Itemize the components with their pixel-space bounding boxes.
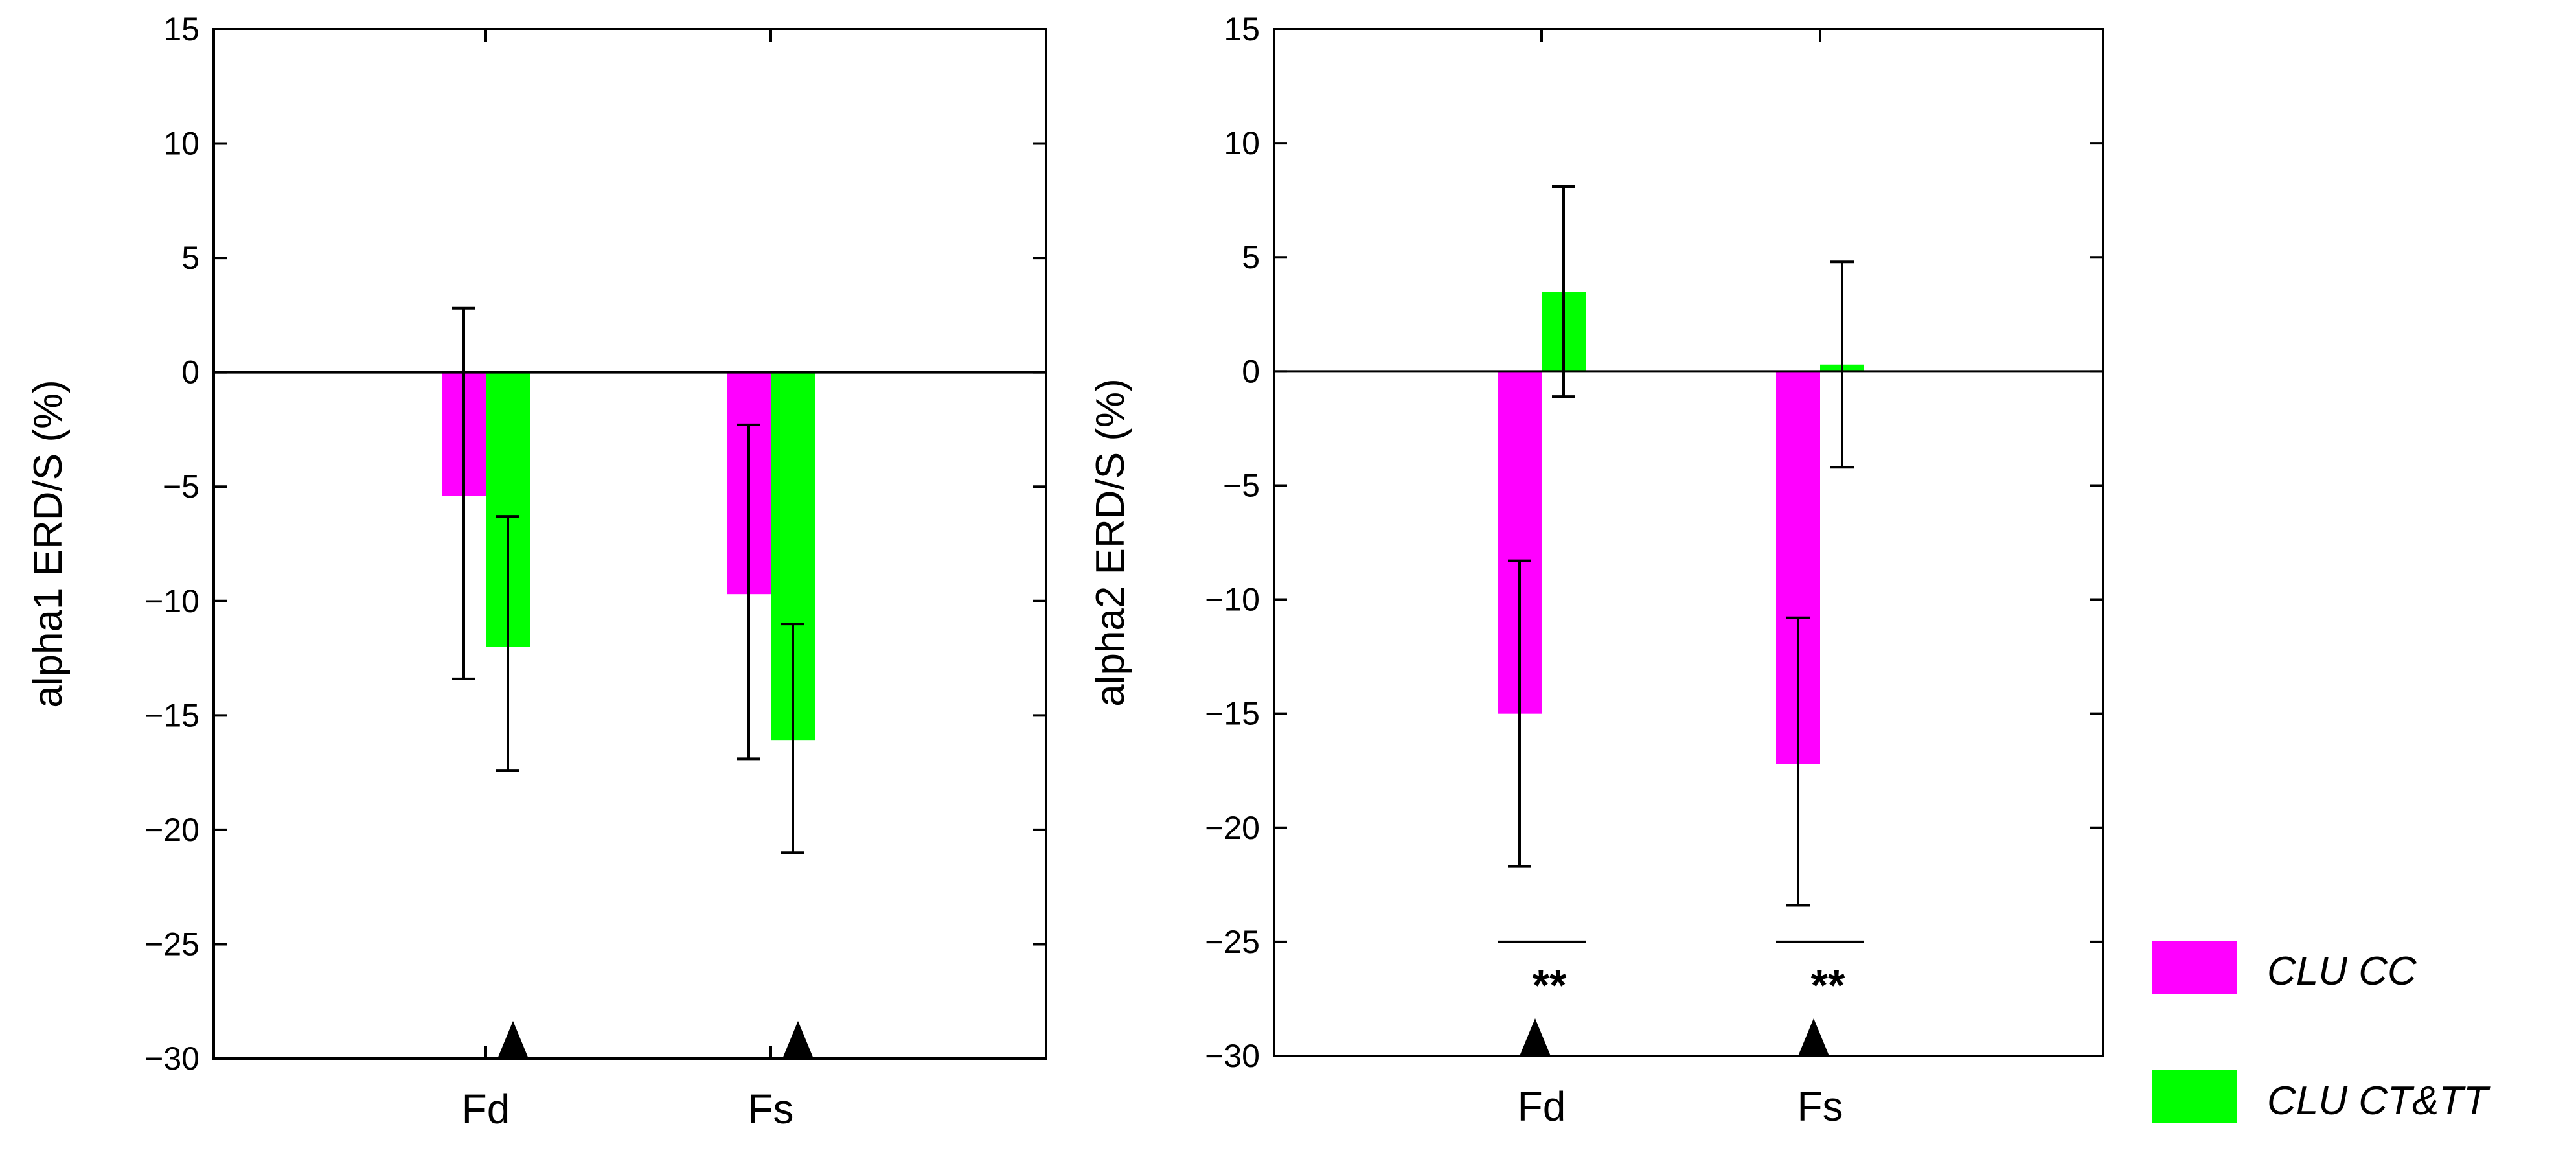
y-tick-label: 15 [163, 11, 199, 47]
y-axis-title: alpha2 ERD/S (%) [1088, 378, 1133, 707]
legend-item-clu-cc: CLU CC [2152, 941, 2417, 994]
error-bar-clu-ct-tt-fd [496, 515, 519, 772]
legend-label-clu-ct-tt: CLU CT&TT [2267, 1079, 2491, 1123]
error-bar-clu-cc-fd [452, 306, 475, 680]
x-category-label-fd: Fd [462, 1086, 510, 1132]
y-tick-label: −10 [1205, 582, 1260, 618]
x-category-label-fs: Fs [1797, 1083, 1843, 1130]
axes-frame [212, 28, 1047, 1060]
y-tick-label: −5 [1223, 467, 1260, 503]
error-bar-clu-cc-fs [737, 423, 760, 761]
error-bar-clu-ct-tt-fs [1830, 260, 1854, 469]
chart-panel-alpha1: 15 10 5 0 −5 −10 −15 −20 −25 −30 Fd Fs alpha1 ERD/S … [26, 11, 1047, 1132]
y-tick-label: 0 [1242, 353, 1260, 389]
error-bar-clu-ct-tt-fs [781, 623, 804, 854]
y-tick-label: −25 [144, 926, 199, 962]
triangle-marker-icon [497, 1021, 529, 1059]
significance-label-fd: ** [1533, 961, 1567, 1010]
y-tick-label: −5 [163, 468, 199, 505]
x-category-label-fd: Fd [1518, 1083, 1566, 1130]
triangle-marker-icon [1798, 1018, 1829, 1056]
y-tick-label: 0 [181, 354, 199, 391]
chart-panel-alpha2: 15 10 5 0 −5 −10 −15 −20 −25 −30 Fd Fs alpha2 ERD/S … [1088, 11, 2104, 1130]
error-bar-clu-cc-fd [1508, 559, 1531, 868]
y-tick-label: −15 [144, 697, 199, 733]
x-category-label-fs: Fs [747, 1086, 793, 1132]
significance-label-fs: ** [1811, 961, 1845, 1010]
error-bar-clu-cc-fs [1786, 616, 1810, 907]
legend-item-clu-ct-tt: CLU CT&TT [2152, 1070, 2491, 1123]
y-tick-label: −20 [1205, 810, 1260, 846]
triangle-marker-icon [1520, 1018, 1551, 1056]
y-tick-label: −30 [144, 1040, 199, 1077]
y-tick-label: 5 [181, 240, 199, 276]
axes-frame [1273, 28, 2104, 1057]
error-bar-clu-ct-tt-fd [1552, 185, 1575, 398]
y-tick-label: −30 [1205, 1038, 1260, 1074]
y-axis-title: alpha1 ERD/S (%) [26, 380, 71, 708]
legend-label-clu-cc: CLU CC [2267, 949, 2417, 994]
y-tick-label: 15 [1224, 11, 1260, 47]
triangle-marker-icon [782, 1021, 814, 1059]
y-tick-label: −15 [1205, 696, 1260, 732]
y-tick-label: −25 [1205, 924, 1260, 960]
y-tick-label: −10 [144, 583, 199, 619]
legend-swatch-clu-ct-tt [2152, 1070, 2237, 1123]
y-tick-label: 10 [163, 126, 199, 162]
legend-swatch-clu-cc [2152, 941, 2237, 994]
legend: CLU CC CLU CT&TT [2152, 941, 2491, 1123]
y-tick-label: −20 [144, 812, 199, 848]
y-tick-label: 5 [1242, 239, 1260, 275]
y-tick-label: 10 [1224, 125, 1260, 161]
